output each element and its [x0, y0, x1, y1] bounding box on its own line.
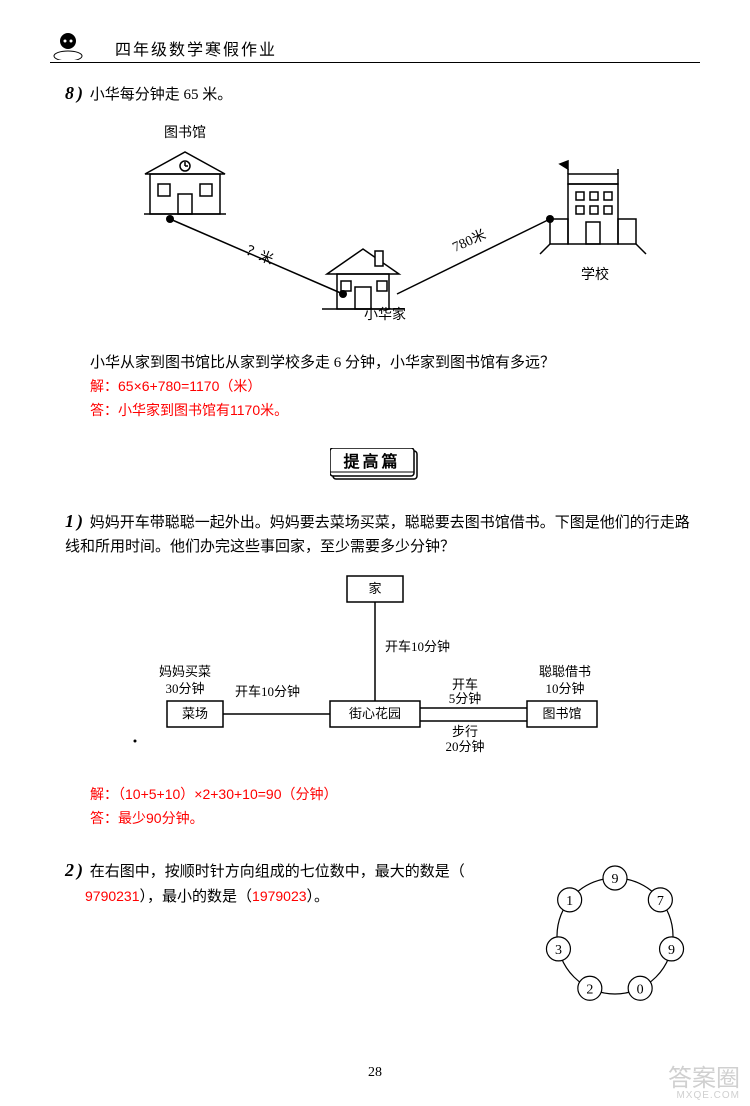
svg-text:2: 2	[586, 982, 593, 997]
market-box: 菜场	[182, 706, 208, 721]
svg-text:7: 7	[657, 894, 664, 909]
svg-text:9: 9	[612, 872, 619, 887]
problem-1-number: 1	[65, 511, 74, 531]
svg-text:3: 3	[555, 943, 562, 958]
school-label: 学校	[581, 266, 609, 283]
problem-2: 2) 在右图中，按顺时针方向组成的七位数中，最大的数是（ 9 7 9 0 2 3 1 ），最小…	[50, 856, 700, 1016]
problem-2-after: ）。	[307, 889, 330, 905]
walk-time: 20分钟	[445, 739, 484, 754]
garden-box: 街心花园	[349, 706, 401, 721]
page-number: 28	[0, 1065, 750, 1081]
drive-home: 开车10分钟	[385, 639, 450, 654]
problem-8-question: 小华从家到图书馆比从家到学校多走 6 分钟，小华家到图书馆有多远？	[90, 351, 700, 375]
watermark-sub: MXQE.COM	[668, 1091, 740, 1101]
drive-lib-time: 5分钟	[449, 691, 482, 706]
problem-8: 8) 小华每分钟走 65 米。 图书馆 学校	[50, 83, 700, 423]
svg-text:9: 9	[668, 943, 675, 958]
watermark: 答案圈 MXQE.COM	[668, 1067, 740, 1101]
problem-2-circle: 9 7 9 0 2 3 1	[530, 856, 700, 1016]
drive-lib: 开车	[452, 677, 478, 692]
problem-2-blank2: 1979023	[252, 888, 307, 904]
library-box: 图书馆	[542, 706, 581, 721]
problem-2-mid: ），最小的数是（	[140, 889, 253, 905]
cong-time: 10分钟	[545, 681, 584, 696]
section-banner: 提高篇	[50, 448, 700, 487]
problem-2-paren: )	[77, 860, 83, 880]
mom-shop: 妈妈买菜	[159, 664, 211, 679]
problem-1-diagram: 家 街心花园 菜场 图书馆 妈妈买菜 30分钟 聪聪借书 10分钟 开车10分钟…	[95, 571, 655, 771]
problem-8-answer2: 答：小华家到图书馆有1170米。	[90, 399, 700, 423]
drive-market: 开车10分钟	[235, 684, 300, 699]
home-box: 家	[368, 581, 381, 596]
problem-8-number: 8	[65, 83, 74, 103]
mom-time: 30分钟	[165, 681, 204, 696]
walk: 步行	[452, 724, 478, 739]
svg-text:0: 0	[637, 982, 644, 997]
cong-borrow: 聪聪借书	[539, 664, 591, 679]
problem-2-blank1: 9790231	[85, 888, 140, 904]
problem-8-intro: 小华每分钟走 65 米。	[90, 87, 233, 103]
svg-text:1: 1	[566, 894, 573, 909]
problem-1-answer1: 解：（10+5+10）×2+30+10=90（分钟）	[90, 783, 700, 807]
problem-2-number: 2	[65, 860, 74, 880]
header-title: 四年级数学寒假作业	[115, 36, 277, 60]
problem-1-text: 妈妈开车带聪聪一起外出。妈妈要去菜场买菜，聪聪要去图书馆借书。下图是他们的行走路…	[65, 515, 690, 556]
problem-8-paren: )	[77, 83, 83, 103]
problem-8-diagram: 图书馆 学校	[95, 119, 655, 339]
problem-8-answer1: 解：65×6+780=1170（米）	[90, 375, 700, 399]
problem-2-before: 在右图中，按顺时针方向组成的七位数中，最大的数是（	[90, 864, 465, 880]
problem-1: 1) 妈妈开车带聪聪一起外出。妈妈要去菜场买菜，聪聪要去图书馆借书。下图是他们的…	[50, 507, 700, 831]
watermark-main: 答案圈	[668, 1067, 740, 1091]
child-icon	[50, 30, 100, 60]
page-header: 四年级数学寒假作业	[50, 30, 700, 63]
problem-1-answer2: 答：最少90分钟。	[90, 807, 700, 831]
problem-1-paren: )	[77, 511, 83, 531]
left-distance: ？米	[244, 243, 276, 268]
section-title: 提高篇	[343, 452, 400, 471]
library-label: 图书馆	[164, 125, 206, 141]
